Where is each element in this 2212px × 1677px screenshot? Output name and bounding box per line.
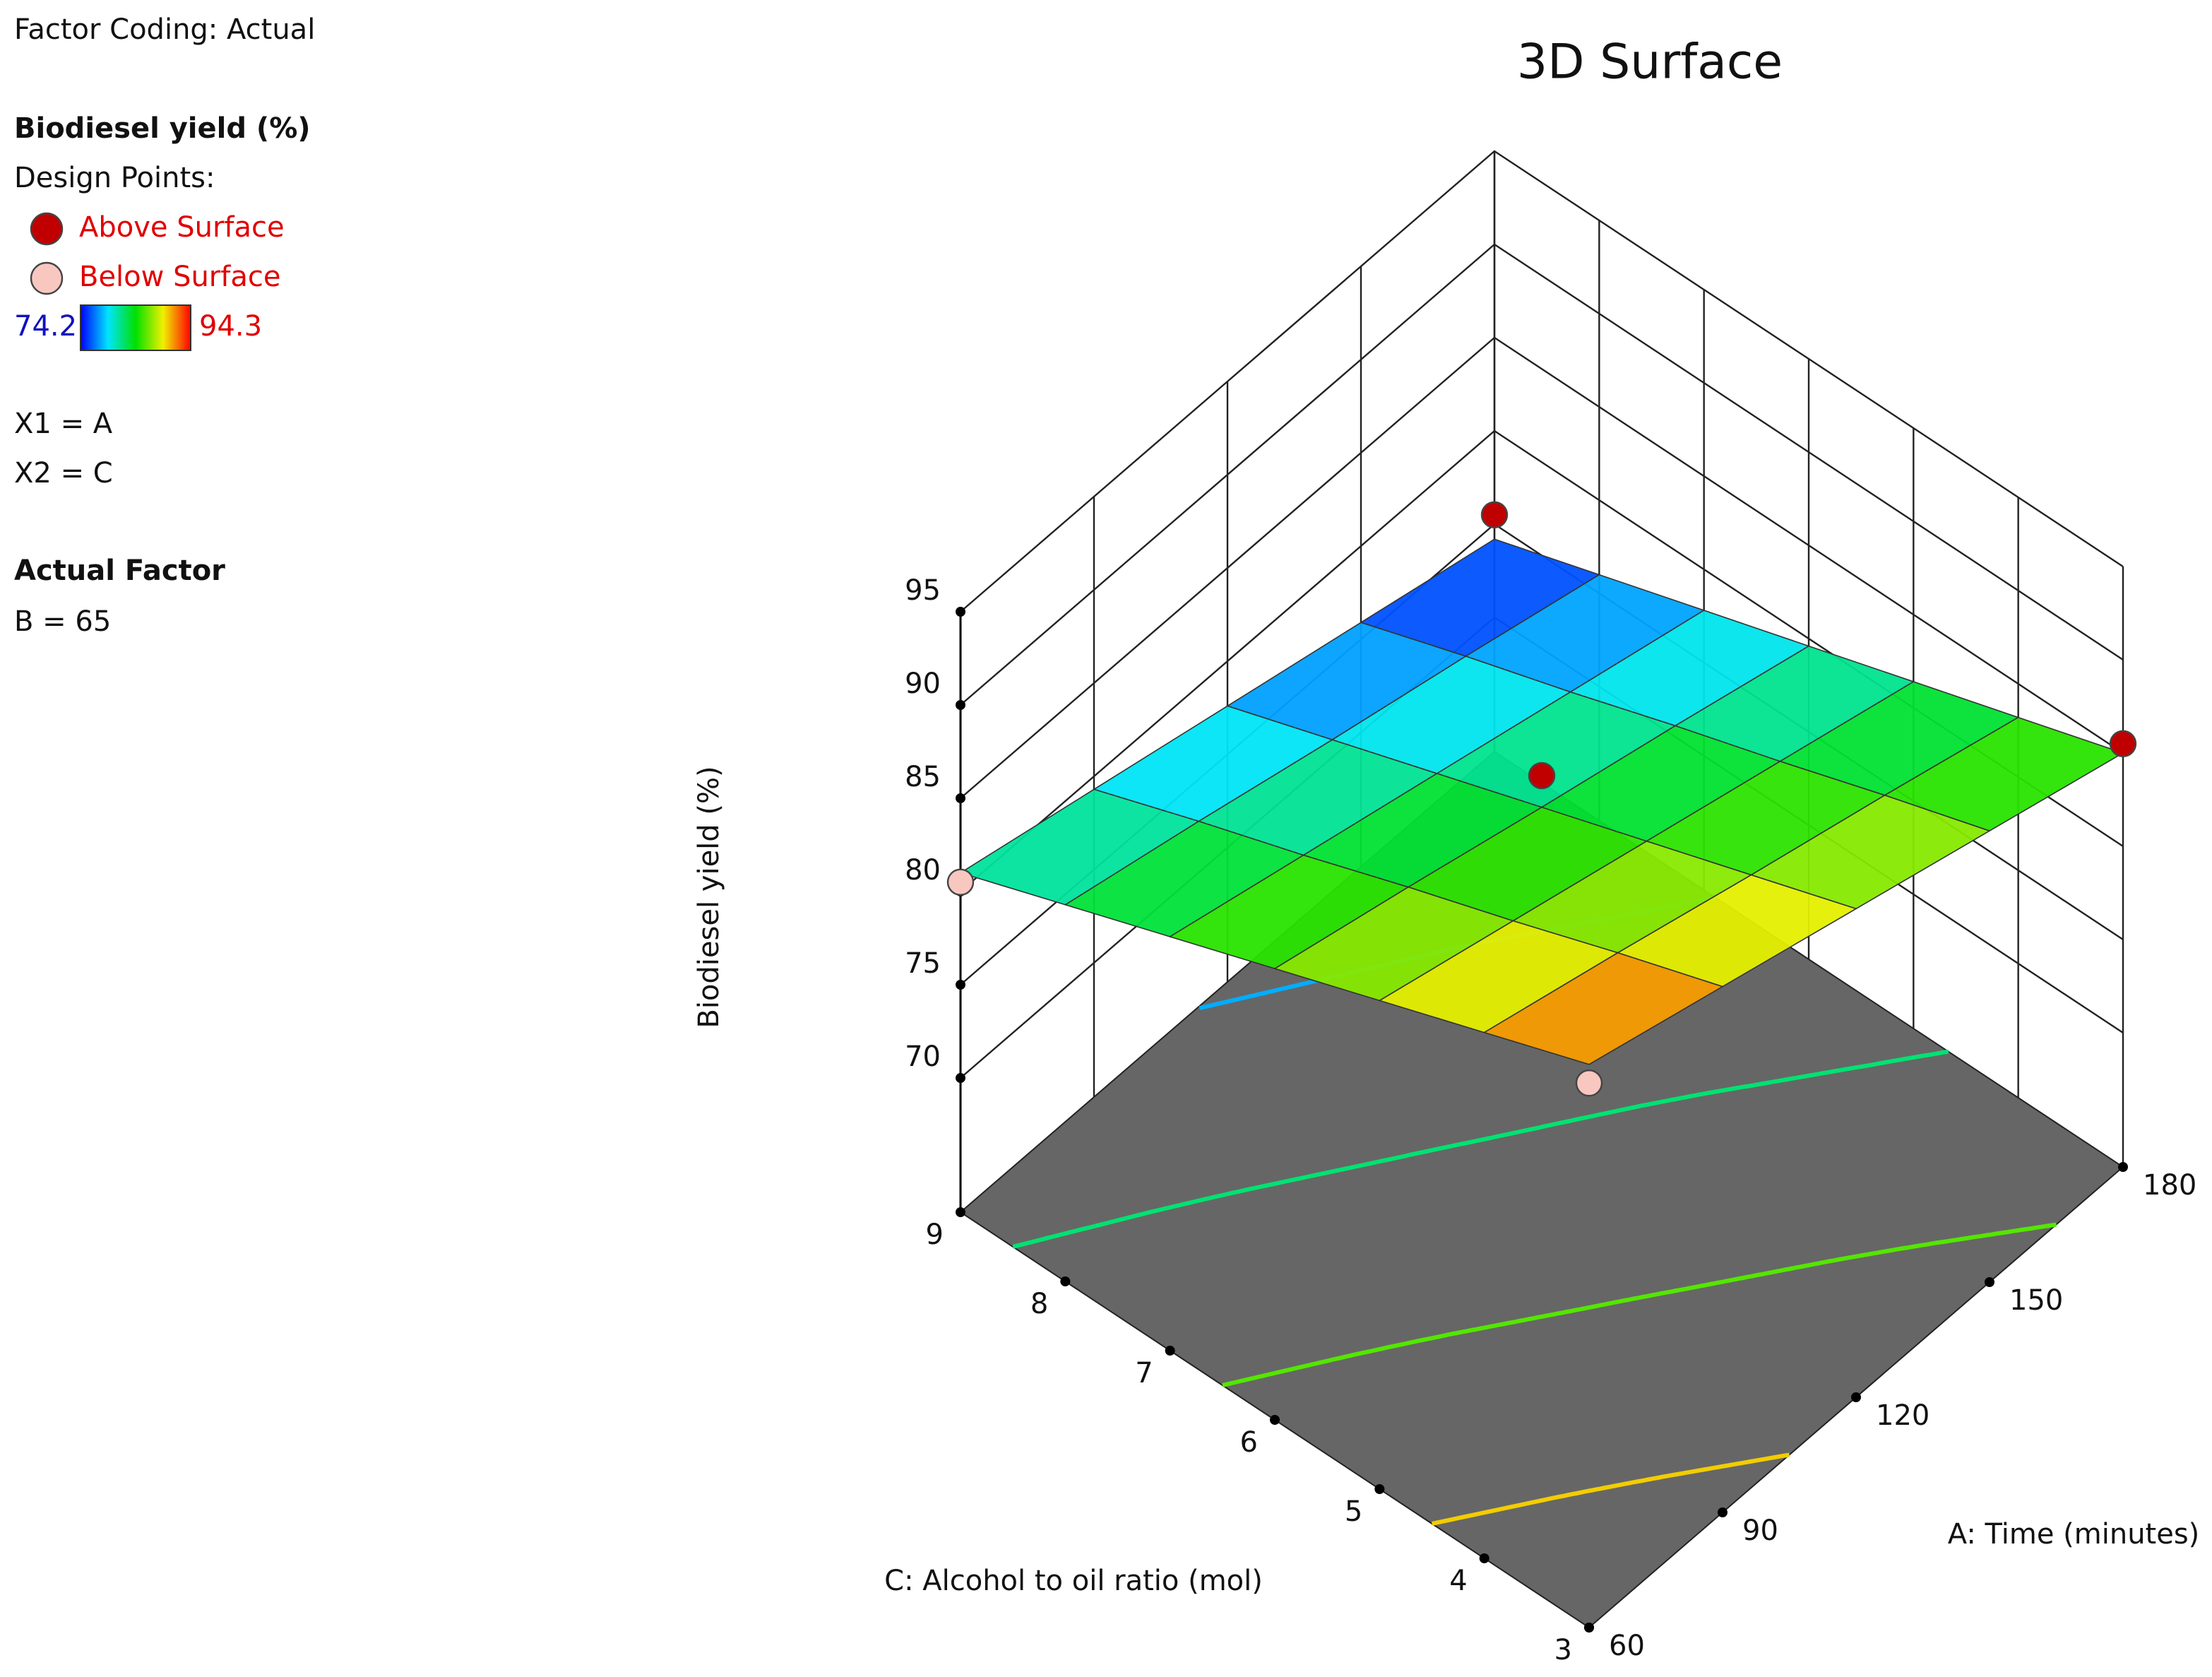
legend-label: Below Surface: [79, 261, 280, 293]
z-tick-label: 80: [905, 854, 941, 887]
contour-line: [1012, 1049, 1949, 1249]
legend-marker: [30, 261, 64, 295]
contour-line: [1431, 1452, 1790, 1526]
actual-factor-title: Actual Factor: [14, 555, 225, 587]
colorbar-min-label: 74.2: [14, 310, 77, 343]
surface-cell: [1482, 952, 1724, 1065]
y-tick-label: 3: [1554, 1634, 1572, 1666]
x1-label: X1 = A: [14, 408, 113, 440]
z-tick-mark: [956, 607, 965, 617]
y-axis-title: C: Alcohol to oil ratio (mol): [884, 1565, 1263, 1597]
wall-grid-line: [960, 336, 2124, 799]
x-tick-label: 150: [2009, 1284, 2063, 1317]
z-tick-mark: [956, 980, 965, 990]
y-tick-label: 8: [1030, 1288, 1048, 1320]
design-point: [946, 868, 975, 896]
x-tick-mark: [2118, 1162, 2128, 1172]
y-tick-label: 9: [926, 1219, 944, 1251]
design-point: [2109, 730, 2137, 758]
y-tick-mark: [1060, 1276, 1071, 1286]
y-tick-label: 4: [1449, 1565, 1467, 1597]
x-tick-mark: [1718, 1507, 1728, 1517]
x-tick-mark: [1985, 1277, 1994, 1287]
z-tick-label: 95: [905, 574, 941, 607]
wall-grid-line: [960, 150, 2124, 612]
z-tick-mark: [956, 793, 965, 803]
design-point: [1480, 501, 1509, 528]
y-tick-label: 5: [1345, 1495, 1362, 1528]
z-tick-label: 75: [905, 947, 941, 980]
wall-grid-line: [960, 243, 2124, 706]
colorbar: [80, 304, 191, 351]
x-tick-label: 90: [1742, 1515, 1778, 1547]
y-tick-mark: [1270, 1415, 1280, 1425]
chart-title: 3D Surface: [1517, 35, 1783, 90]
z-tick-label: 90: [905, 668, 941, 700]
y-tick-mark: [1374, 1484, 1385, 1494]
design-point: [1528, 762, 1556, 790]
factor-coding: Factor Coding: Actual: [14, 13, 315, 46]
x2-label: X2 = C: [14, 457, 113, 490]
actual-factor: B = 65: [14, 605, 111, 638]
y-tick-label: 6: [1240, 1426, 1258, 1459]
x-axis-title: A: Time (minutes): [1948, 1518, 2200, 1551]
z-tick-mark: [956, 1073, 965, 1083]
contour-line: [1222, 1222, 2057, 1387]
y-tick-mark: [1584, 1623, 1594, 1632]
z-axis-title: Biodiesel yield (%): [693, 766, 725, 1028]
colorbar-max-label: 94.3: [199, 310, 262, 343]
x-tick-label: 120: [1876, 1399, 1929, 1432]
z-tick-mark: [956, 700, 965, 710]
x-tick-label: 180: [2143, 1169, 2196, 1202]
y-tick-mark: [1165, 1346, 1175, 1356]
z-tick-label: 85: [905, 761, 941, 793]
y-tick-label: 7: [1135, 1357, 1153, 1389]
x-tick-label: 60: [1609, 1630, 1645, 1662]
response-name: Biodiesel yield (%): [14, 112, 311, 145]
legend-marker: [30, 212, 64, 246]
design-point: [1575, 1069, 1603, 1097]
design-points-label: Design Points:: [14, 162, 215, 194]
x-tick-mark: [1851, 1392, 1861, 1402]
y-tick-mark: [1479, 1553, 1489, 1563]
z-tick-label: 70: [905, 1041, 941, 1073]
legend-label: Above Surface: [79, 211, 285, 244]
